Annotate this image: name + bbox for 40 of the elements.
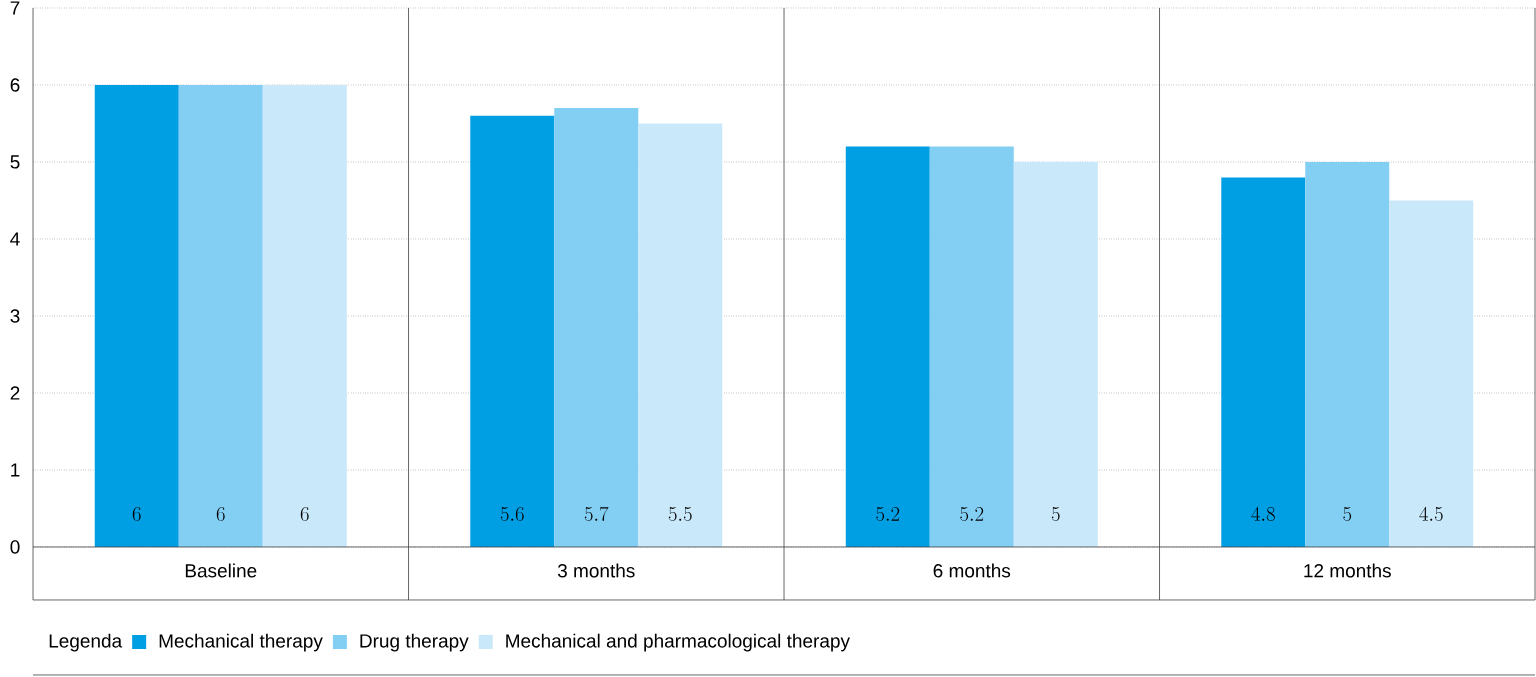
data-label: 4.5: [1419, 506, 1443, 521]
data-label: 5.7: [584, 506, 609, 521]
x-tick-label: 3 months: [557, 563, 635, 578]
bar: [554, 108, 639, 547]
legend-title: Legenda: [49, 633, 123, 652]
y-tick-label: 3: [10, 309, 20, 323]
y-tick-label: 4: [10, 232, 20, 246]
bar: [178, 84, 263, 547]
data-label: 5.2: [960, 506, 984, 521]
y-tick-label: 7: [10, 1, 20, 15]
data-label: 5.6: [500, 506, 524, 521]
data-label: 5: [1051, 507, 1060, 521]
data-label: 5: [1343, 507, 1352, 521]
bar: [1013, 161, 1098, 547]
bar: [262, 84, 347, 547]
bar: [929, 146, 1014, 547]
data-label: 4.8: [1251, 506, 1275, 521]
bar: [845, 146, 930, 547]
bar: [470, 115, 555, 547]
data-label: 5.2: [876, 506, 900, 521]
bar: [1221, 177, 1306, 547]
bar: [94, 84, 179, 547]
bar: [638, 123, 723, 547]
y-tick-label: 0: [10, 540, 20, 554]
bar: [1389, 200, 1474, 547]
bar: [1305, 161, 1390, 547]
legend-label: Mechanical and pharmacological therapy: [506, 633, 850, 652]
data-label: 6: [216, 506, 225, 521]
data-label: 6: [132, 506, 141, 521]
y-tick-label: 1: [11, 463, 20, 477]
x-tick-label: Baseline: [185, 563, 257, 578]
data-label: 5.5: [668, 507, 692, 521]
data-label: 6: [300, 506, 309, 521]
legend-label: Drug therapy: [360, 633, 469, 652]
y-tick-label: 2: [10, 386, 20, 400]
y-tick-label: 6: [10, 78, 20, 92]
y-tick-label: 5: [10, 155, 20, 169]
x-tick-label: 6 months: [933, 563, 1011, 578]
legend-label: Mechanical therapy: [159, 633, 323, 652]
x-tick-label: 12 months: [1304, 563, 1391, 578]
